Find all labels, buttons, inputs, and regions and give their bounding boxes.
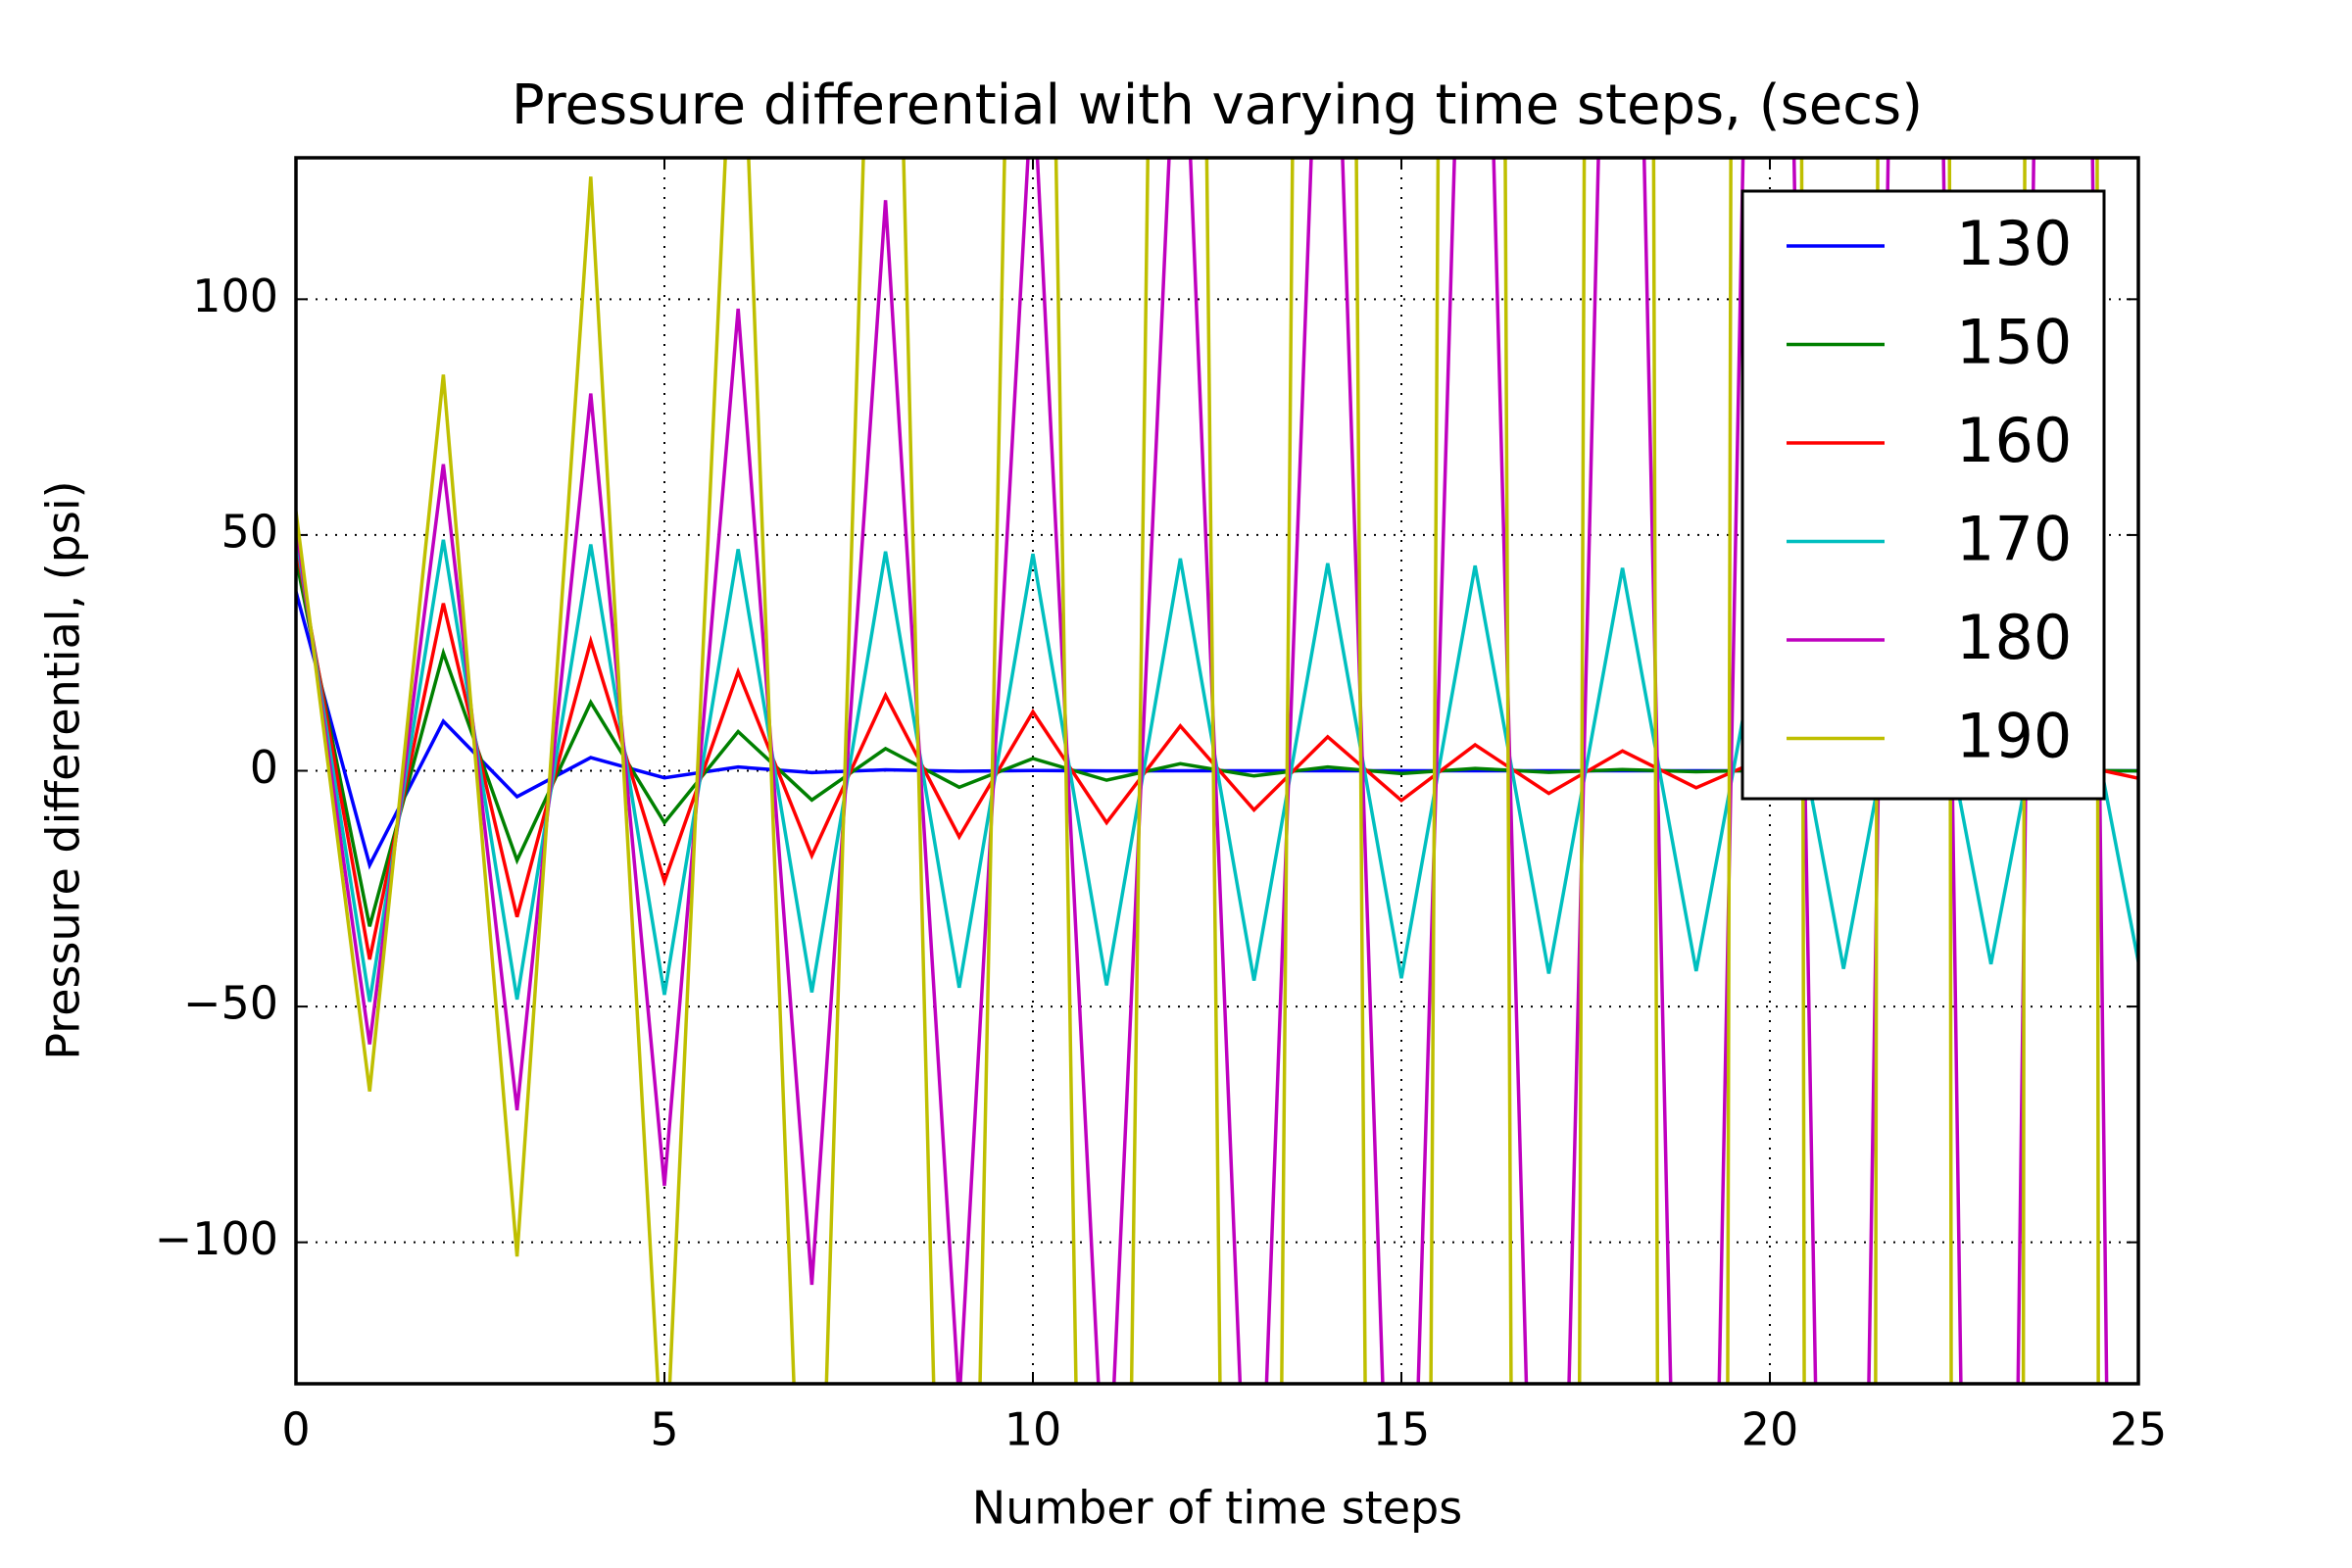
x-tick-label: 20 — [1741, 1403, 1799, 1456]
chart-title: Pressure differential with varying time … — [512, 74, 1923, 137]
x-tick-label: 0 — [281, 1403, 310, 1456]
legend-box — [1740, 189, 2106, 801]
y-tick-label: 100 — [192, 270, 278, 322]
y-tick-label: −100 — [155, 1212, 278, 1265]
x-tick-label: 15 — [1373, 1403, 1431, 1456]
series-line — [296, 534, 2138, 1003]
y-tick-label: 0 — [250, 741, 278, 794]
x-tick-label: 25 — [2110, 1403, 2168, 1456]
legend-label: 160 — [1956, 405, 2072, 476]
series-line — [296, 158, 2109, 1384]
legend-label: 190 — [1956, 701, 2072, 772]
legend-label: 180 — [1956, 602, 2072, 673]
y-tick-label: −50 — [183, 977, 278, 1030]
legend-label: 170 — [1956, 504, 2072, 575]
x-tick-label: 5 — [650, 1403, 678, 1456]
x-tick-label: 10 — [1004, 1403, 1062, 1456]
y-tick-label: 50 — [220, 505, 278, 558]
legend-label: 150 — [1956, 307, 2072, 378]
series-line — [296, 158, 2100, 1384]
x-axis-label: Number of time steps — [972, 1482, 1462, 1535]
plot-frame — [294, 156, 2140, 1386]
legend-label: 130 — [1956, 208, 2072, 279]
y-axis-label: Pressure differential, (psi) — [37, 480, 90, 1059]
